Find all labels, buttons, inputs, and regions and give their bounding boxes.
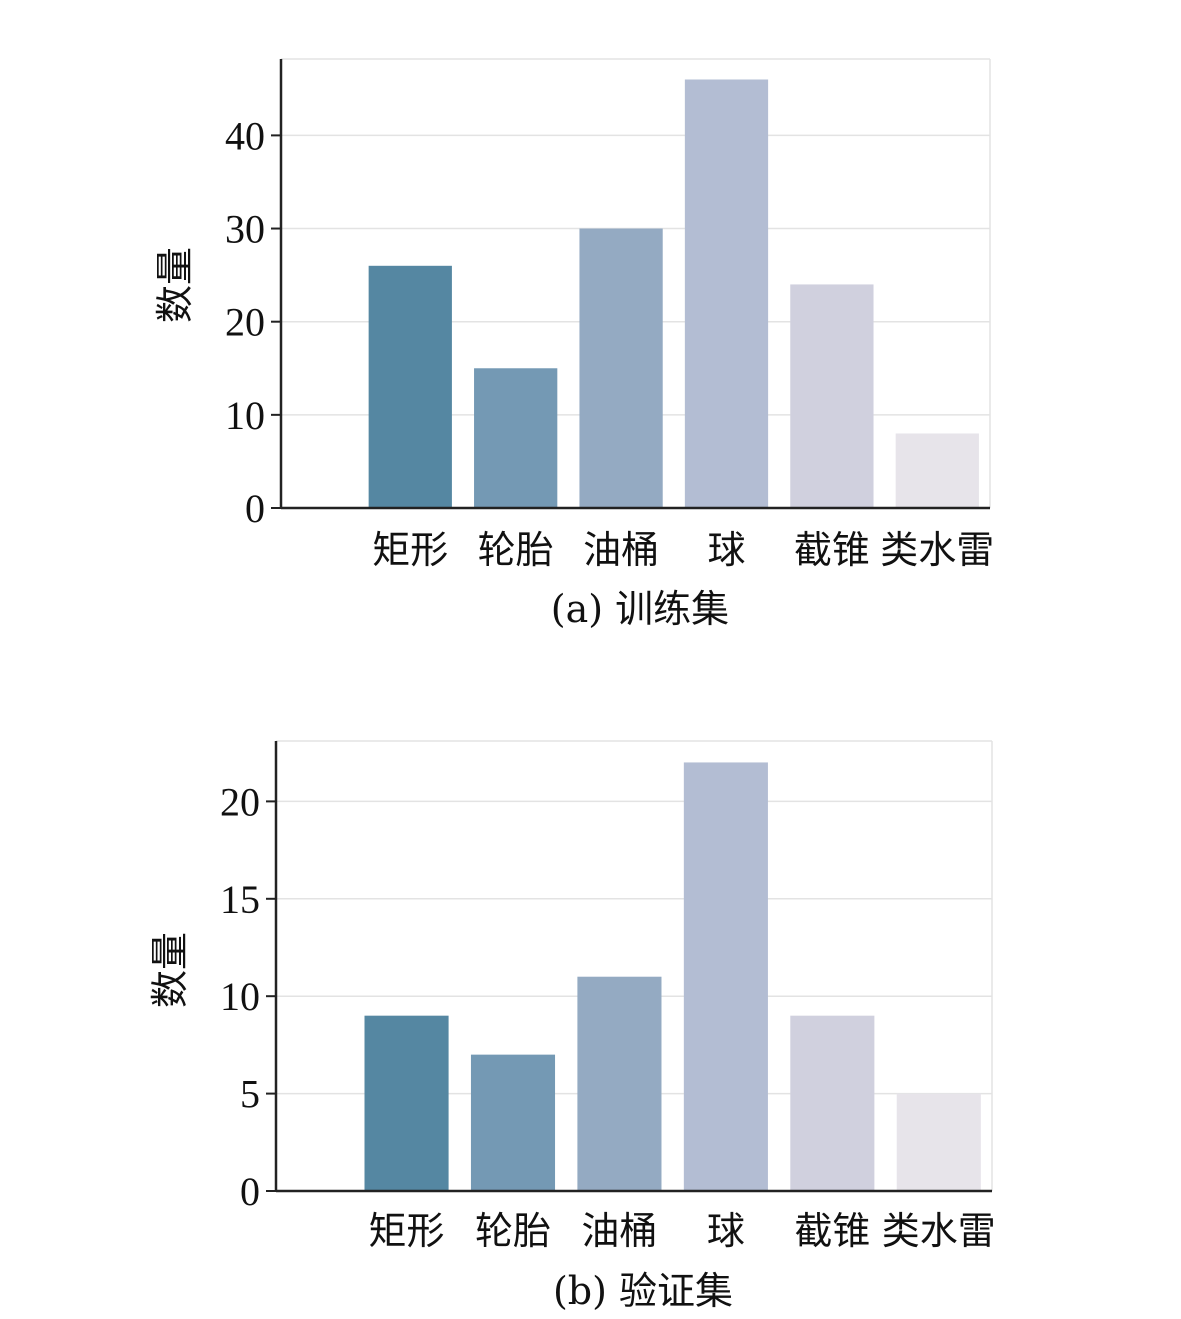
bar-油桶 xyxy=(577,976,662,1191)
y-axis-title: 数量 xyxy=(148,932,192,1008)
y-axis-title: 数量 xyxy=(153,247,197,323)
y-tick-label: 0 xyxy=(240,1169,260,1214)
chart-caption: (a) 训练集 xyxy=(551,587,729,631)
y-tick-label: 40 xyxy=(225,113,265,158)
x-category-label: 油桶 xyxy=(581,1209,657,1253)
chart-b-validation-set: 0 5 10 15 20 矩形 轮胎 油桶 球 截锥 类水雷 数量 (b) 验证集 xyxy=(148,740,996,1313)
bar-轮胎 xyxy=(470,1054,556,1191)
x-category-label: 类水雷 xyxy=(882,1209,996,1253)
y-tick-label: 0 xyxy=(245,486,265,531)
x-category-label: 油桶 xyxy=(583,528,659,572)
bar-截锥 xyxy=(790,1015,875,1191)
y-tick-label: 20 xyxy=(225,300,265,345)
y-tick-label: 10 xyxy=(225,393,265,438)
bar-截锥 xyxy=(790,284,874,508)
x-category-label: 矩形 xyxy=(372,528,448,572)
chart-caption: (b) 验证集 xyxy=(553,1269,733,1313)
bar-矩形 xyxy=(368,265,452,508)
bar-类水雷 xyxy=(895,433,979,508)
bar-矩形 xyxy=(364,1015,449,1191)
y-tick-label: 20 xyxy=(220,779,260,824)
bar-轮胎 xyxy=(474,368,558,508)
y-tick-label: 15 xyxy=(220,877,260,922)
bar-球 xyxy=(684,79,769,508)
y-tick-label: 10 xyxy=(220,974,260,1019)
bar-类水雷 xyxy=(896,1093,981,1191)
x-category-label: 截锥 xyxy=(794,1209,870,1253)
bar-球 xyxy=(683,762,768,1191)
x-category-label: 轮胎 xyxy=(475,1209,551,1253)
chart-a-training-set: 0 10 20 30 40 矩形 轮胎 油桶 球 截锥 类水雷 数量 (a) 训练集 xyxy=(153,58,994,631)
x-category-label: 球 xyxy=(707,1209,745,1253)
x-category-label: 截锥 xyxy=(794,528,870,572)
x-category-label: 类水雷 xyxy=(880,528,994,572)
y-tick-label: 5 xyxy=(240,1072,260,1117)
x-category-label: 球 xyxy=(707,528,745,572)
y-tick-label: 30 xyxy=(225,207,265,252)
x-category-label: 矩形 xyxy=(369,1209,445,1253)
x-category-label: 轮胎 xyxy=(478,528,554,572)
bar-油桶 xyxy=(579,228,663,508)
